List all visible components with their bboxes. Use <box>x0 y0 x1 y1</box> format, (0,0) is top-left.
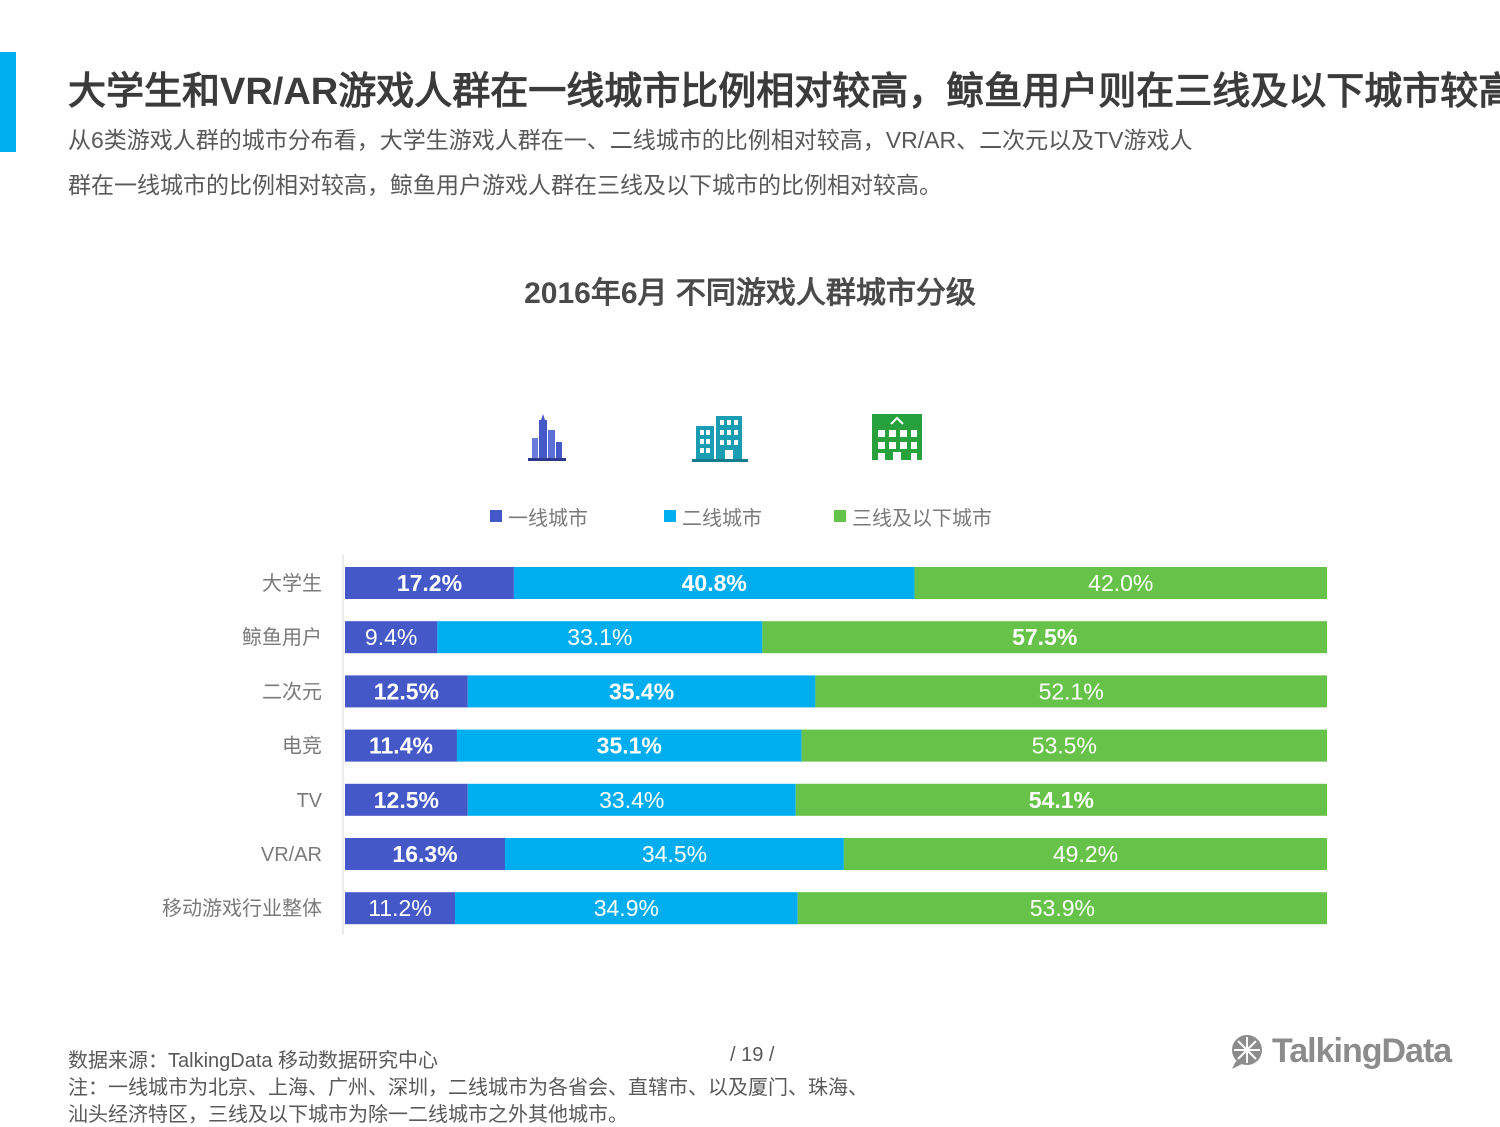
bar-segment-tier2 <box>456 729 802 762</box>
page-title: 大学生和VR/AR游戏人群在一线城市比例相对较高，鲸鱼用户则在三线及以下城市较高 <box>68 71 1500 113</box>
page-subtitle: 从6类游戏人群的城市分布看，大学生游戏人群在一、二线城市的比例相对较高，VR/A… <box>68 118 1328 208</box>
talkingdata-logo-text: TalkingData <box>1272 1032 1452 1070</box>
category-label: 鲸鱼用户 <box>242 626 322 649</box>
subtitle-line-1: 从6类游戏人群的城市分布看，大学生游戏人群在一、二线城市的比例相对较高，VR/A… <box>68 127 1193 153</box>
tier2-city-icon <box>692 416 748 462</box>
talkingdata-logo-icon <box>1232 1034 1262 1069</box>
legend-item-tier2: 二线城市 <box>664 502 762 530</box>
data-label-tier1: 11.2% <box>368 895 432 921</box>
category-label: 电竞 <box>282 735 322 758</box>
page-number: / 19 / <box>730 1044 775 1066</box>
bar-segment-tier3 <box>797 892 1327 925</box>
data-label-tier3: 42.0% <box>1088 570 1153 596</box>
bar-segment-tier3 <box>843 838 1327 870</box>
bar-segment-tier1 <box>345 729 457 762</box>
legend-label-tier3: 三线及以下城市 <box>852 507 992 530</box>
data-label-tier3: 57.5% <box>1012 624 1077 650</box>
data-label-tier3: 49.2% <box>1053 841 1118 867</box>
bar-segment-tier2 <box>513 567 915 599</box>
bar-segment-tier1 <box>345 783 468 816</box>
accent-bar <box>0 52 16 152</box>
category-label: VR/AR <box>261 844 322 866</box>
bar-segment-tier2 <box>467 783 796 816</box>
bar-segment-tier3 <box>762 621 1327 654</box>
bar-segment-tier1 <box>345 621 438 654</box>
bar-segment-tier2 <box>454 892 798 925</box>
tier3-city-icon <box>872 414 922 460</box>
data-label-tier2: 40.8% <box>682 570 747 596</box>
tier1-city-icon <box>528 414 566 461</box>
data-label-tier3: 54.1% <box>1029 787 1094 813</box>
data-label-tier2: 33.1% <box>567 624 632 650</box>
legend-swatch-tier2 <box>664 510 676 522</box>
data-label-tier2: 33.4% <box>599 787 664 813</box>
footer-note-line-1: 注：一线城市为北京、上海、广州、深圳，二线城市为各省会、直辖市、以及厦门、珠海、 <box>68 1077 868 1099</box>
legend-label-tier2: 二线城市 <box>682 507 762 530</box>
legend-swatch-tier1 <box>490 510 502 522</box>
bar-segment-tier2 <box>437 621 763 654</box>
stacked-bar-chart: 大学生 17.2% 40.8% 42.0% 鲸鱼用户 9.4% 33.1% 57.5% 二次元 1… <box>162 555 1327 935</box>
legend-label-tier1: 一线城市 <box>508 507 588 530</box>
bar-segment-tier3 <box>914 567 1327 599</box>
bar-segment-tier1 <box>345 567 514 599</box>
category-label: 二次元 <box>262 680 322 703</box>
data-label-tier2: 35.1% <box>597 733 662 759</box>
data-label-tier2: 35.4% <box>609 678 674 704</box>
bar-segment-tier1 <box>345 838 506 870</box>
data-label-tier3: 53.9% <box>1030 895 1095 921</box>
data-label-tier1: 12.5% <box>374 678 439 704</box>
data-label-tier1: 16.3% <box>392 841 457 867</box>
bar-segment-tier1 <box>345 892 455 925</box>
bar-segment-tier2 <box>505 838 844 870</box>
bar-segment-tier3 <box>801 729 1327 762</box>
data-label-tier3: 53.5% <box>1032 733 1097 759</box>
data-label-tier1: 9.4% <box>365 624 417 650</box>
bar-segment-tier3 <box>815 675 1327 708</box>
data-label-tier1: 11.4% <box>369 733 433 759</box>
data-label-tier2: 34.5% <box>642 841 707 867</box>
data-label-tier3: 52.1% <box>1039 678 1104 704</box>
legend-swatch-tier3 <box>834 510 846 522</box>
bar-segment-tier2 <box>467 675 816 708</box>
legend-item-tier1: 一线城市 <box>490 502 588 530</box>
footer-note-line-2: 汕头经济特区，三线及以下城市为除一二线城市之外其他城市。 <box>68 1104 628 1126</box>
chart-title: 2016年6月 不同游戏人群城市分级 <box>524 277 976 310</box>
category-label: 移动游戏行业整体 <box>162 897 322 920</box>
data-label-tier1: 17.2% <box>397 570 462 596</box>
category-label: 大学生 <box>262 572 322 595</box>
data-label-tier2: 34.9% <box>594 895 659 921</box>
legend-item-tier3: 三线及以下城市 <box>834 502 992 530</box>
footer-source: 数据来源：TalkingData 移动数据研究中心 <box>68 1050 439 1072</box>
bar-segment-tier3 <box>795 783 1327 816</box>
subtitle-line-2: 群在一线城市的比例相对较高，鲸鱼用户游戏人群在三线及以下城市的比例相对较高。 <box>68 172 942 198</box>
bar-segment-tier1 <box>345 675 468 708</box>
category-label: TV <box>296 790 322 812</box>
talkingdata-logo: TalkingData <box>1228 1032 1452 1071</box>
data-label-tier1: 12.5% <box>374 787 439 813</box>
